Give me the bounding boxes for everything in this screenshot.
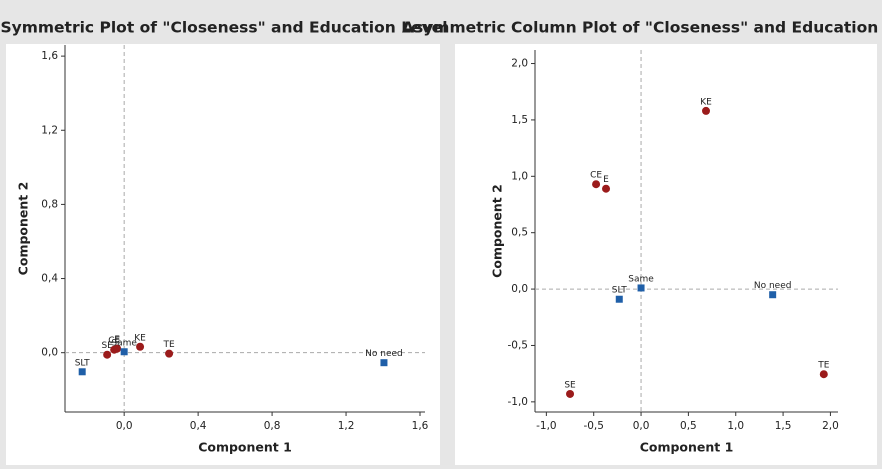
x-axis-label: Component 1 <box>640 440 734 455</box>
point <box>702 106 711 115</box>
point-label: E <box>603 175 609 185</box>
x-tick-label: 1,6 <box>412 420 429 432</box>
point <box>637 284 645 292</box>
point <box>615 295 623 303</box>
x-tick-label: 0,0 <box>116 420 133 432</box>
point-label: No need <box>754 281 792 291</box>
x-tick-label: 0,0 <box>633 420 650 432</box>
point-label: SLT <box>75 358 90 368</box>
point <box>78 368 86 376</box>
point-label: Same <box>628 274 654 284</box>
point <box>165 349 174 358</box>
point-label: TE <box>817 361 829 371</box>
x-tick-label: 0,5 <box>680 420 697 432</box>
y-tick-label: 0,4 <box>41 273 58 285</box>
point <box>566 389 575 398</box>
point <box>103 350 112 359</box>
y-axis-label: Component 2 <box>490 184 505 278</box>
y-tick-label: 1,2 <box>41 124 58 136</box>
point-label: CE <box>590 171 602 181</box>
point <box>592 180 601 189</box>
point-label: TE <box>163 340 175 350</box>
point <box>113 344 122 353</box>
x-tick-label: 1,5 <box>775 420 792 432</box>
point-label: SE <box>101 341 113 351</box>
y-tick-label: 1,0 <box>511 170 528 182</box>
panel <box>6 44 440 465</box>
point-label: Same <box>111 338 137 348</box>
point-label: KE <box>134 333 146 343</box>
chart-title: Asymmetric Column Plot of "Closeness" an… <box>402 19 882 37</box>
y-tick-label: 2,0 <box>511 58 528 70</box>
point <box>769 291 777 299</box>
x-tick-label: -1,0 <box>536 420 557 432</box>
y-axis-label: Component 2 <box>16 182 31 276</box>
point-label: KE <box>700 97 712 107</box>
point-label: No need <box>365 349 403 359</box>
y-tick-label: 0,0 <box>41 347 58 359</box>
x-tick-label: -0,5 <box>583 420 604 432</box>
point-label: SE <box>564 380 576 390</box>
x-tick-label: 0,8 <box>264 420 281 432</box>
x-tick-label: 1,2 <box>338 420 355 432</box>
point-label: E <box>114 335 120 345</box>
y-tick-label: 1,5 <box>511 114 528 126</box>
point <box>819 370 828 379</box>
x-axis-label: Component 1 <box>198 440 292 455</box>
y-tick-label: 0,8 <box>41 198 58 210</box>
y-tick-label: 0,5 <box>511 227 528 239</box>
point-label: SLT <box>612 286 627 296</box>
panel <box>455 44 877 465</box>
y-tick-label: -1,0 <box>508 396 529 408</box>
point <box>120 348 128 356</box>
y-tick-label: -0,5 <box>508 339 529 351</box>
x-tick-label: 2,0 <box>822 420 839 432</box>
chart-title: Symmetric Plot of "Closeness" and Educat… <box>0 19 447 37</box>
point-label: CE <box>108 336 120 346</box>
x-tick-label: 1,0 <box>727 420 744 432</box>
x-tick-label: 0,4 <box>190 420 207 432</box>
point <box>602 184 611 193</box>
point <box>136 342 145 351</box>
y-tick-label: 1,6 <box>41 50 58 62</box>
y-tick-label: 0,0 <box>511 283 528 295</box>
point <box>380 359 388 367</box>
